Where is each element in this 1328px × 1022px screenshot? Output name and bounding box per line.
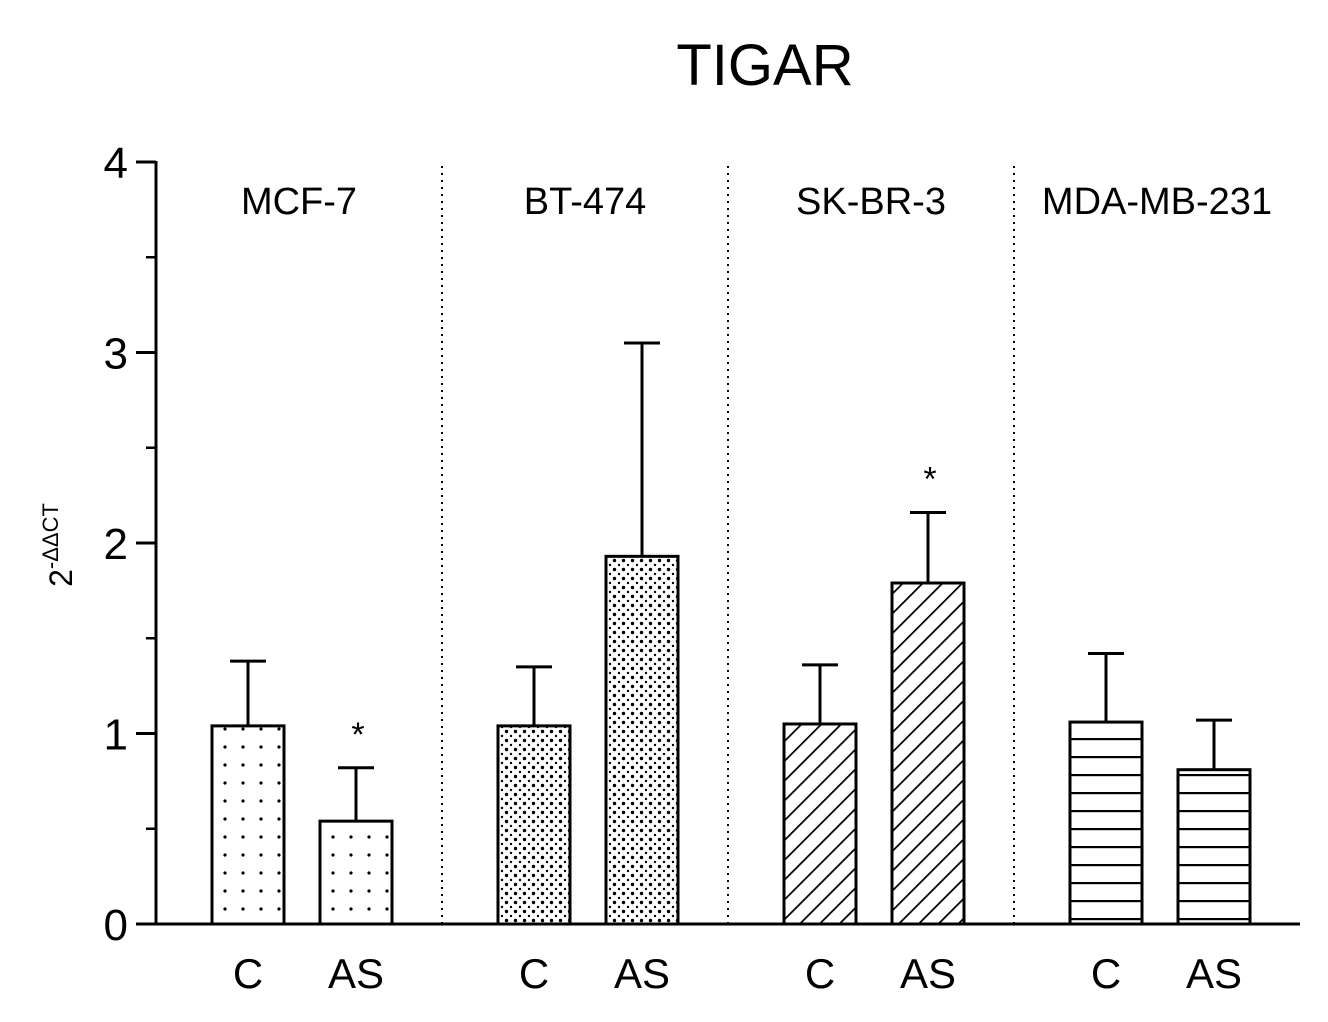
chart-title: TIGAR bbox=[676, 33, 853, 98]
y-tick-label: 0 bbox=[104, 901, 128, 950]
x-tick-label: C bbox=[1091, 950, 1121, 997]
x-tick-label: C bbox=[519, 950, 549, 997]
y-tick-label: 3 bbox=[104, 330, 128, 379]
labels: 0 1 2 3 4 MCF-7 C * AS BT-474 C AS SK-BR-3 C * AS MDA-MB… bbox=[104, 139, 1273, 997]
group-label: MCF-7 bbox=[241, 181, 357, 223]
group-label: MDA-MB-231 bbox=[1042, 181, 1272, 223]
x-tick-label: AS bbox=[900, 950, 956, 997]
significance-marker: * bbox=[351, 716, 364, 754]
group-label: SK-BR-3 bbox=[796, 181, 946, 223]
x-tick-label: AS bbox=[1186, 950, 1242, 997]
bar bbox=[782, 722, 858, 926]
group-label: BT-474 bbox=[524, 181, 647, 223]
y-axis-label: 2-ΔΔCT bbox=[38, 503, 79, 587]
bars bbox=[210, 341, 1252, 926]
y-tick-label: 1 bbox=[104, 711, 128, 760]
bar bbox=[496, 724, 572, 926]
y-axis-label-superscript: -ΔΔCT bbox=[38, 503, 63, 569]
x-tick-label: C bbox=[805, 950, 835, 997]
x-tick-label: AS bbox=[328, 950, 384, 997]
bar bbox=[1176, 768, 1252, 926]
bar bbox=[318, 819, 394, 926]
bar bbox=[1068, 720, 1144, 926]
bar bbox=[890, 581, 966, 926]
y-tick-label: 2 bbox=[104, 520, 128, 569]
y-axis-label-base: 2 bbox=[43, 569, 79, 587]
x-tick-label: C bbox=[233, 950, 263, 997]
bar bbox=[604, 554, 680, 926]
group-separators bbox=[441, 162, 1015, 924]
significance-marker: * bbox=[923, 461, 936, 499]
bar bbox=[210, 724, 286, 926]
y-tick-label: 4 bbox=[104, 139, 128, 188]
x-tick-label: AS bbox=[614, 950, 670, 997]
